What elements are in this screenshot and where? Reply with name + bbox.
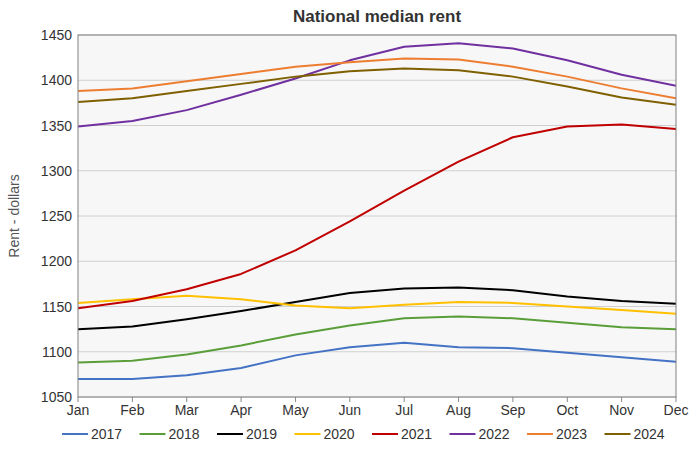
- legend-key: [605, 433, 631, 435]
- legend-key: [140, 433, 166, 435]
- legend-label: 2023: [556, 426, 587, 442]
- y-tick-label: 1400: [41, 72, 72, 88]
- y-tick-label: 1450: [41, 27, 72, 43]
- y-tick-label: 1200: [41, 253, 72, 269]
- y-tick-label: 1100: [42, 344, 72, 360]
- legend-label: 2022: [479, 426, 510, 442]
- x-tick-label: Jan: [67, 402, 90, 418]
- legend-key: [295, 433, 321, 435]
- grid-line: [78, 261, 676, 262]
- x-tick-label: Aug: [446, 402, 471, 418]
- series-line: [78, 43, 676, 126]
- legend: 2017 2018 2019 2020 2021 2022 2023 2024: [62, 426, 665, 442]
- x-tick-label: Nov: [609, 402, 634, 418]
- x-tick-label: Jun: [339, 402, 362, 418]
- legend-key: [372, 433, 398, 435]
- legend-label: 2024: [634, 426, 665, 442]
- series-line: [78, 316, 676, 362]
- legend-label: 2017: [91, 426, 122, 442]
- y-tick-label: 1250: [41, 208, 72, 224]
- legend-label: 2019: [246, 426, 277, 442]
- x-tick-label: Jul: [395, 402, 413, 418]
- x-tick-label: May: [282, 402, 308, 418]
- legend-label: 2021: [401, 426, 432, 442]
- grid-line: [78, 216, 676, 217]
- x-tick-label: Oct: [556, 402, 578, 418]
- series-group: [78, 43, 676, 379]
- legend-label: 2020: [324, 426, 355, 442]
- grid-line: [78, 170, 676, 171]
- chart: 105011001150120012501300135014001450JanF…: [0, 0, 696, 450]
- y-axis-label: Rent - dollars: [6, 174, 22, 257]
- y-tick-label: 1300: [41, 163, 72, 179]
- series-line: [78, 68, 676, 104]
- x-tick-label: Feb: [120, 402, 144, 418]
- legend-key: [217, 433, 243, 435]
- plot-frame: [78, 35, 676, 397]
- series-line: [78, 296, 676, 314]
- y-tick-label: 1350: [41, 118, 72, 134]
- plot-area: [78, 35, 676, 397]
- x-tick-label: Dec: [664, 402, 689, 418]
- legend-key: [450, 433, 476, 435]
- legend-key: [527, 433, 553, 435]
- series-line: [78, 59, 676, 99]
- series-line: [78, 125, 676, 309]
- legend-label: 2018: [169, 426, 200, 442]
- x-tick-label: Sep: [500, 402, 525, 418]
- title: National median rent: [293, 7, 461, 26]
- x-tick-label: Apr: [230, 402, 252, 418]
- grid-line: [78, 351, 676, 352]
- x-tick-label: Mar: [175, 402, 199, 418]
- y-tick-label: 1150: [42, 299, 72, 315]
- series-line: [78, 343, 676, 379]
- legend-key: [62, 433, 88, 435]
